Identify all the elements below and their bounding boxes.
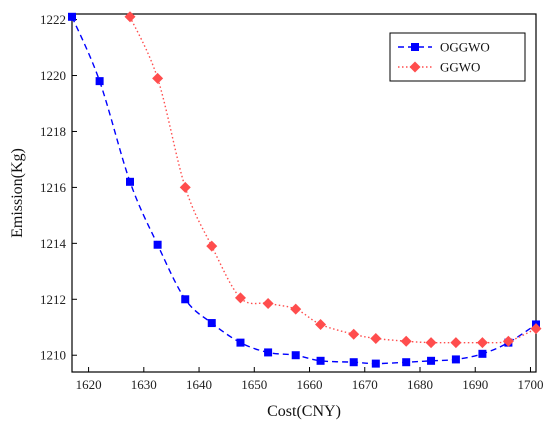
data-point-oggwo — [153, 240, 162, 249]
data-point-oggwo — [207, 319, 216, 328]
data-point-ggwo — [425, 337, 437, 349]
data-point-ggwo — [315, 318, 327, 330]
data-point-ggwo — [450, 337, 462, 349]
data-point-oggwo — [291, 351, 300, 360]
data-point-oggwo — [371, 359, 380, 368]
data-point-ggwo — [206, 240, 218, 252]
data-point-ggwo — [348, 328, 360, 340]
data-point-oggwo — [349, 358, 358, 367]
y-tick-label: 1218 — [40, 124, 66, 139]
legend-marker-oggwo — [411, 43, 419, 51]
series-ggwo — [124, 11, 542, 349]
y-tick-label: 1214 — [40, 236, 67, 251]
legend-box — [389, 32, 526, 82]
y-axis-label: Emission(Kg) — [9, 148, 26, 238]
x-tick-label: 1630 — [131, 377, 157, 392]
data-point-ggwo — [152, 72, 164, 84]
x-tick-label: 1670 — [352, 377, 378, 392]
data-point-oggwo — [427, 356, 436, 365]
data-point-ggwo — [502, 335, 514, 347]
y-tick-label: 1220 — [40, 68, 66, 83]
data-point-oggwo — [402, 358, 411, 367]
axes: 1620 1630 1640 1650 1660 1670 1680 1690 1700 1210… — [40, 12, 543, 392]
data-point-ggwo — [530, 323, 542, 335]
data-point-ggwo — [262, 297, 274, 309]
data-point-ggwo — [290, 303, 302, 315]
data-point-oggwo — [264, 348, 273, 357]
x-tick-label: 1650 — [241, 377, 267, 392]
data-point-ggwo — [124, 11, 136, 23]
x-tick-label: 1660 — [297, 377, 323, 392]
data-point-ggwo — [476, 337, 488, 349]
x-tick-label: 1700 — [517, 377, 543, 392]
series-layer — [68, 11, 542, 368]
x-axis-label: Cost(CNY) — [267, 403, 341, 420]
series-line-ggwo — [129, 16, 537, 344]
data-point-oggwo — [451, 355, 460, 364]
data-point-ggwo — [400, 335, 412, 347]
y-tick-label: 1212 — [40, 292, 66, 307]
data-point-oggwo — [126, 177, 134, 186]
data-point-ggwo — [179, 181, 191, 193]
data-point-oggwo — [236, 338, 245, 347]
plot-frame — [71, 13, 537, 373]
data-point-ggwo — [370, 332, 382, 344]
y-tick-label: 1210 — [40, 348, 66, 363]
legend-marker-ggwo — [409, 61, 421, 73]
data-point-oggwo — [95, 77, 104, 86]
legend-label-ggwo: GGWO — [440, 60, 480, 75]
x-tick-label: 1680 — [407, 377, 433, 392]
data-point-oggwo — [316, 356, 325, 365]
data-point-oggwo — [181, 295, 190, 304]
x-tick-label: 1690 — [462, 377, 488, 392]
series-oggwo — [68, 12, 540, 368]
x-tick-label: 1640 — [186, 377, 212, 392]
legend-label-oggwo: OGGWO — [440, 40, 490, 55]
y-tick-label: 1216 — [40, 180, 67, 195]
data-point-oggwo — [68, 12, 76, 21]
x-tick-label: 1620 — [76, 377, 102, 392]
y-tick-label: 1222 — [40, 12, 66, 27]
data-point-ggwo — [234, 292, 246, 304]
data-point-oggwo — [478, 349, 487, 358]
legend: OGGWO GGWO — [389, 32, 526, 82]
